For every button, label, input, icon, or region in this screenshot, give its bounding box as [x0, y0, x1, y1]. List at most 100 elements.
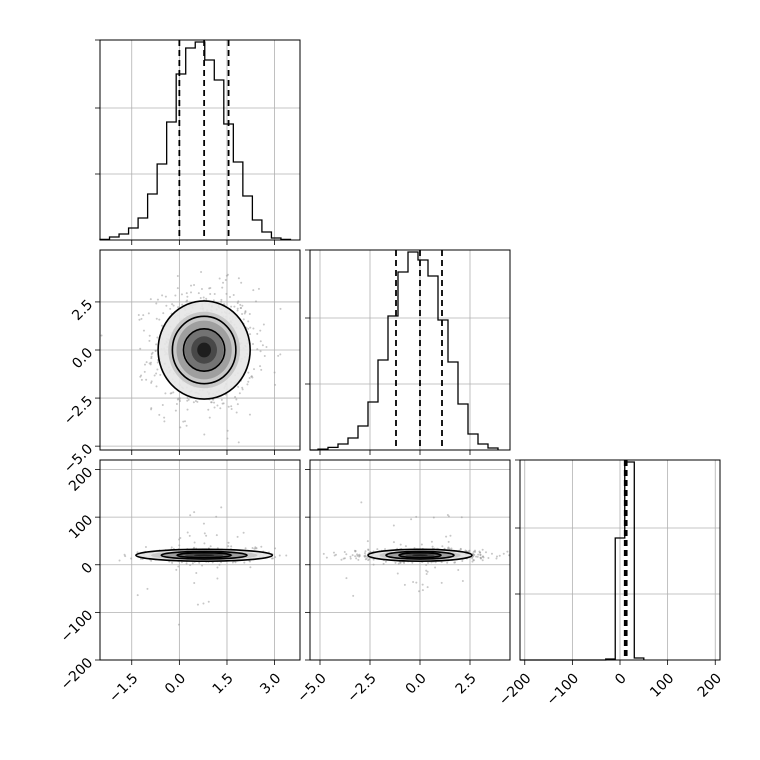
scatter-point — [372, 558, 375, 561]
scatter-point — [345, 553, 348, 556]
scatter-point — [245, 243, 247, 245]
density-fill — [197, 342, 212, 358]
scatter-point — [278, 554, 281, 557]
scatter-point — [215, 534, 218, 537]
scatter-point — [367, 548, 370, 551]
histogram-step — [520, 461, 645, 661]
scatter-point — [200, 287, 203, 290]
scatter-point — [159, 373, 162, 376]
scatter-point — [193, 582, 196, 585]
scatter-point — [194, 400, 197, 403]
scatter-point — [404, 545, 407, 548]
density-fill — [412, 554, 428, 557]
scatter-point — [372, 563, 375, 566]
scatter-point — [259, 365, 262, 368]
scatter-point — [156, 361, 159, 364]
histogram-step — [310, 251, 499, 451]
y-tick-label: 100 — [66, 512, 96, 542]
density-content — [100, 243, 282, 480]
scatter-point — [216, 404, 219, 407]
y-tick-label: 0.0 — [69, 345, 96, 372]
scatter-point — [237, 300, 240, 303]
scatter-point — [418, 590, 421, 593]
scatter-point — [220, 300, 223, 303]
scatter-point — [234, 561, 237, 564]
scatter-point — [139, 347, 142, 350]
scatter-point — [164, 478, 166, 480]
scatter-point — [219, 407, 222, 410]
scatter-point — [221, 286, 224, 289]
scatter-point — [447, 547, 450, 550]
scatter-point — [475, 555, 478, 558]
scatter-point — [239, 303, 242, 306]
scatter-point — [349, 555, 352, 558]
scatter-point — [225, 292, 228, 295]
scatter-point — [130, 557, 133, 560]
scatter-point — [208, 416, 211, 419]
scatter-point — [226, 273, 229, 276]
scatter-point — [236, 535, 239, 538]
scatter-point — [155, 343, 158, 346]
scatter-point — [196, 400, 199, 403]
scatter-point — [415, 581, 418, 584]
scatter-point — [171, 303, 174, 306]
scatter-point — [176, 287, 179, 290]
scatter-point — [397, 562, 400, 565]
scatter-point — [207, 408, 210, 411]
scatter-point — [162, 312, 165, 315]
scatter-point — [241, 304, 244, 307]
x-tick-label: −100 — [544, 670, 583, 709]
scatter-point — [403, 583, 406, 586]
scatter-point — [227, 545, 230, 548]
scatter-point — [176, 275, 179, 278]
scatter-point — [178, 538, 181, 541]
scatter-point — [182, 420, 185, 423]
scatter-point — [332, 551, 335, 554]
scatter-point — [226, 429, 229, 432]
scatter-point — [228, 295, 231, 298]
scatter-point — [222, 402, 225, 405]
x-tick-label: 100 — [647, 670, 677, 700]
scatter-point — [174, 294, 177, 297]
scatter-point — [205, 534, 208, 537]
scatter-point — [172, 304, 175, 307]
scatter-point — [247, 320, 250, 323]
scatter-point — [460, 516, 463, 519]
scatter-point — [252, 289, 255, 292]
scatter-point — [412, 580, 415, 583]
panel-border — [519, 459, 721, 661]
contour-line — [398, 552, 442, 559]
scatter-point — [256, 332, 259, 335]
scatter-point — [238, 392, 241, 395]
scatter-point — [213, 401, 216, 404]
scatter-point — [364, 558, 367, 561]
scatter-point — [202, 602, 205, 605]
scatter-point — [200, 271, 203, 274]
scatter-point — [425, 564, 428, 567]
scatter-point — [248, 376, 251, 379]
x-tick-label: −5.0 — [294, 670, 329, 705]
scatter-point — [441, 545, 444, 548]
scatter-point — [177, 623, 180, 626]
scatter-point — [479, 553, 482, 556]
contour-line — [171, 315, 237, 385]
scatter-point — [446, 561, 449, 564]
scatter-point — [190, 284, 193, 287]
scatter-point — [230, 405, 233, 408]
scatter-point — [180, 293, 183, 296]
scatter-point — [457, 568, 460, 571]
scatter-point — [421, 583, 424, 586]
scatter-point — [196, 603, 199, 606]
scatter-point — [279, 307, 282, 310]
scatter-point — [473, 553, 476, 556]
scatter-point — [420, 543, 423, 546]
scatter-point — [240, 281, 243, 284]
scatter-point — [170, 546, 173, 549]
scatter-point — [392, 541, 395, 544]
scatter-point — [425, 569, 428, 572]
scatter-point — [218, 563, 221, 566]
scatter-point — [479, 556, 482, 559]
scatter-point — [254, 546, 257, 549]
scatter-point — [148, 339, 151, 342]
scatter-point — [440, 581, 443, 584]
